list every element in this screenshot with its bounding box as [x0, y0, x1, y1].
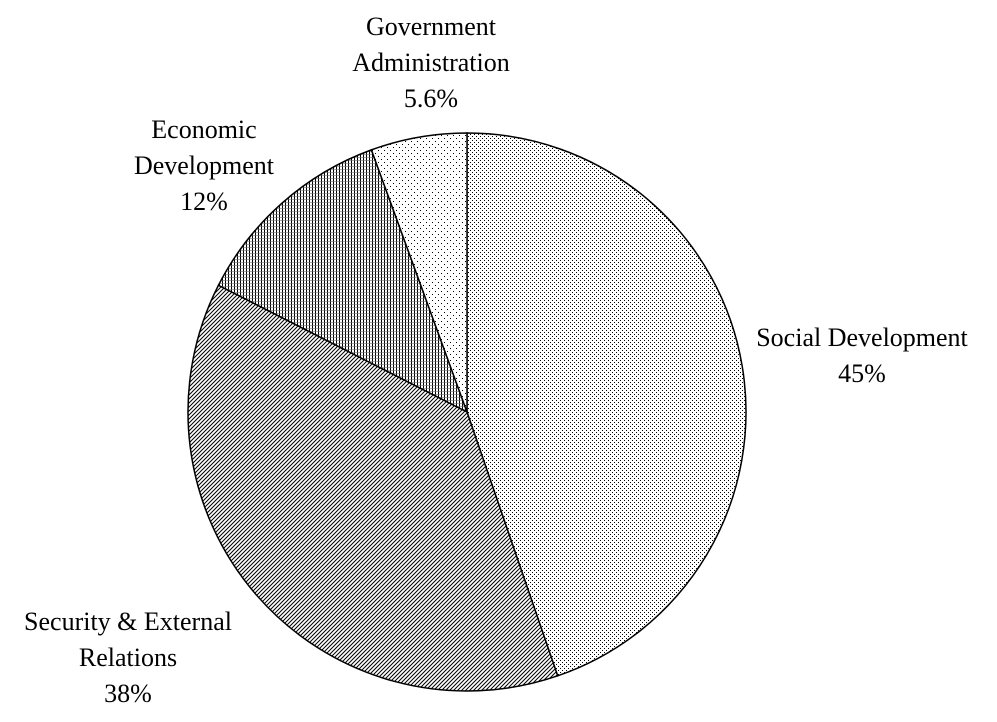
slice-label-line-government-administration: Administration	[352, 48, 509, 77]
pie-slices	[187, 132, 747, 692]
slice-social-development	[466, 132, 747, 677]
slice-label-line-security-and-external-relations: Relations	[79, 643, 177, 672]
slice-label-line-social-development: Social Development	[756, 323, 968, 352]
slice-value-government-administration: 5.6%	[404, 84, 458, 113]
slice-label-line-government-administration: Government	[366, 12, 497, 41]
slice-value-security-and-external-relations: 38%	[104, 679, 152, 708]
slice-label-line-economic-development: Development	[134, 151, 275, 180]
slice-label-line-security-and-external-relations: Security & External	[24, 607, 232, 636]
slice-label-government-administration: Government Administration 5.6%	[352, 12, 509, 113]
slice-security-and-external-relations	[187, 284, 559, 692]
slice-value-economic-development: 12%	[180, 187, 228, 216]
slice-label-security-and-external-relations: Security & External Relations 38%	[24, 607, 232, 708]
slice-government-administration	[370, 132, 468, 413]
slice-label-social-development: Social Development 45%	[756, 323, 968, 388]
pie-labels: Social Development 45% Security & External…	[24, 12, 969, 708]
slice-economic-development	[217, 148, 469, 414]
slice-label-line-economic-development: Economic	[151, 115, 256, 144]
slice-value-social-development: 45%	[838, 359, 886, 388]
slice-label-economic-development: Economic Development 12%	[134, 115, 275, 216]
